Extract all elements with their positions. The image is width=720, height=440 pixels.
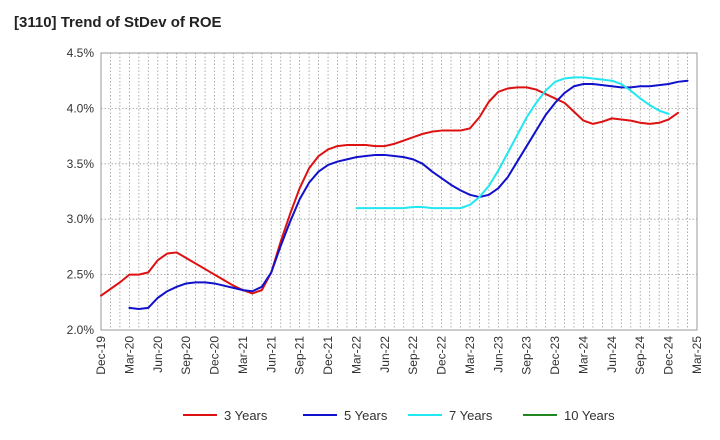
- x-tick-label: Sep-23: [520, 336, 534, 375]
- x-tick-label: Mar-21: [236, 336, 250, 374]
- x-tick-label: Mar-20: [122, 336, 136, 374]
- chart-title: [3110] Trend of StDev of ROE: [14, 14, 222, 31]
- y-tick-label: 2.0%: [67, 323, 95, 337]
- x-tick-label: Dec-21: [321, 336, 335, 375]
- legend-label-3-years: 3 Years: [224, 408, 268, 423]
- y-tick-label: 3.0%: [67, 212, 95, 226]
- x-tick-label: Jun-20: [151, 336, 165, 373]
- x-tick-label: Dec-19: [94, 336, 108, 375]
- x-tick-label: Sep-21: [293, 336, 307, 375]
- plot-area: [100, 52, 698, 331]
- legend-label-10-years: 10 Years: [564, 408, 615, 423]
- x-tick-label: Mar-22: [349, 336, 363, 374]
- series-line-7-years: [355, 76, 670, 210]
- y-tick-label: 4.0%: [67, 101, 95, 115]
- plot-border: [100, 52, 698, 331]
- legend-label-7-years: 7 Years: [449, 408, 493, 423]
- legend-label-5-years: 5 Years: [344, 408, 388, 423]
- x-tick-label: Dec-20: [208, 336, 222, 375]
- y-tick-label: 3.5%: [67, 157, 95, 171]
- x-tick-label: Dec-24: [662, 336, 676, 375]
- x-tick-label: Dec-22: [435, 336, 449, 375]
- x-tick-label: Jun-21: [264, 336, 278, 373]
- x-tick-label: Jun-22: [378, 336, 392, 373]
- x-tick-label: Mar-25: [690, 336, 704, 374]
- x-axis-ticks: Dec-19 Mar-20 Jun-20 Sep-20 Dec-20 Mar-21 Jun-…: [94, 336, 704, 375]
- series-line-5-years: [128, 79, 689, 310]
- y-axis-ticks: 2.0% 2.5% 3.0% 3.5% 4.0% 4.5%: [67, 46, 95, 337]
- x-tick-label: Mar-23: [463, 336, 477, 374]
- x-tick-label: Sep-24: [633, 336, 647, 375]
- x-tick-label: Jun-24: [605, 336, 619, 373]
- y-tick-label: 4.5%: [67, 46, 95, 60]
- x-tick-label: Jun-23: [491, 336, 505, 373]
- y-tick-label: 2.5%: [67, 268, 95, 282]
- legend: 3 Years 5 Years 7 Years 10 Years: [183, 408, 615, 423]
- x-tick-label: Mar-24: [576, 336, 590, 374]
- x-tick-label: Sep-20: [179, 336, 193, 375]
- series-lines: [100, 76, 689, 310]
- x-tick-label: Dec-23: [548, 336, 562, 375]
- x-tick-label: Sep-22: [406, 336, 420, 375]
- series-line-3-years: [100, 86, 680, 297]
